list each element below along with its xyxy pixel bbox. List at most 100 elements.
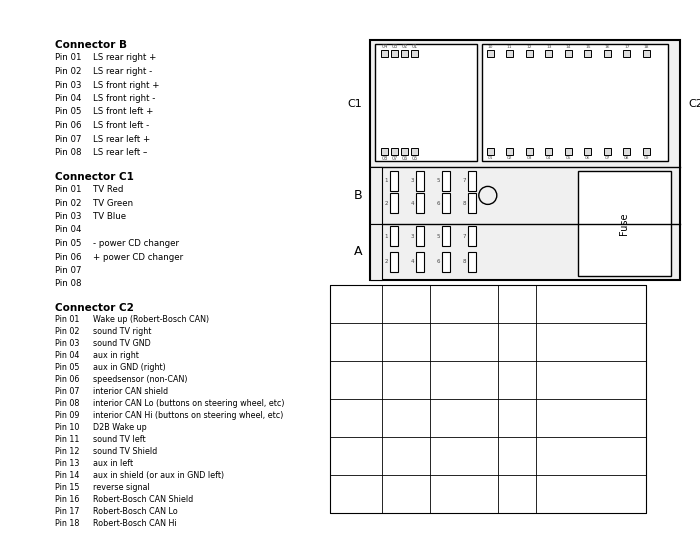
Text: 5: 5 xyxy=(437,234,440,239)
Text: C2
pin
10: C2 pin 10 xyxy=(400,479,412,509)
Text: CD Changer -: CD Changer - xyxy=(563,452,620,460)
Bar xyxy=(468,251,476,272)
Text: Pin 14: Pin 14 xyxy=(55,471,79,480)
Text: Pin 02: Pin 02 xyxy=(55,327,80,336)
Bar xyxy=(578,171,671,276)
Text: Pin 18: Pin 18 xyxy=(55,519,79,528)
Bar xyxy=(411,148,418,155)
Text: Pin 05: Pin 05 xyxy=(55,239,81,248)
Text: Connector C2: Connector C2 xyxy=(55,303,134,313)
Bar xyxy=(390,171,398,191)
Text: 12: 12 xyxy=(526,45,532,49)
Text: Pin 04: Pin 04 xyxy=(55,226,81,234)
Bar xyxy=(468,171,476,191)
Text: Brown: Brown xyxy=(451,452,477,460)
Text: Pin 06: Pin 06 xyxy=(55,375,79,384)
Text: 7: 7 xyxy=(463,234,466,239)
Bar xyxy=(390,251,398,272)
Text: 3: 3 xyxy=(410,178,414,183)
Text: Robert-Bosch CAN Lo: Robert-Bosch CAN Lo xyxy=(93,507,178,516)
Bar xyxy=(526,50,533,57)
Text: 07: 07 xyxy=(391,156,398,161)
Text: LS rear right -: LS rear right - xyxy=(93,67,153,76)
Text: 04: 04 xyxy=(382,44,388,49)
Text: LS rear left +: LS rear left + xyxy=(93,135,150,144)
Text: Pin 13: Pin 13 xyxy=(55,459,79,468)
Text: 7: 7 xyxy=(463,178,466,183)
Text: 02: 02 xyxy=(507,156,512,160)
Bar xyxy=(370,224,382,280)
Text: 07: 07 xyxy=(605,156,610,160)
Text: Blue/Black: Blue/Black xyxy=(442,490,486,498)
Text: 08: 08 xyxy=(624,156,630,160)
Text: Pin 01: Pin 01 xyxy=(55,315,79,324)
Text: CANBus low: CANBus low xyxy=(566,376,616,384)
Text: Brown/Red: Brown/Red xyxy=(441,338,486,346)
Text: sound TV GND: sound TV GND xyxy=(93,339,150,348)
Text: Pin 17: Pin 17 xyxy=(55,507,80,516)
Text: 5: 5 xyxy=(437,178,440,183)
Text: 6: 6 xyxy=(437,201,440,206)
Text: Note: Note xyxy=(517,300,538,309)
Text: D2B Wake up: D2B Wake up xyxy=(93,423,147,432)
Text: 18: 18 xyxy=(644,45,650,49)
Text: - power CD changer: - power CD changer xyxy=(93,239,179,248)
Text: C pin
5: C pin 5 xyxy=(345,408,367,428)
Text: aux in right: aux in right xyxy=(93,351,139,360)
Text: 03: 03 xyxy=(391,44,398,49)
Text: Pin 16: Pin 16 xyxy=(55,495,79,504)
Bar xyxy=(381,50,388,57)
Bar xyxy=(330,285,646,513)
Text: sound TV Shield: sound TV Shield xyxy=(93,447,158,456)
Text: interior CAN shield: interior CAN shield xyxy=(93,387,168,396)
Text: 6: 6 xyxy=(437,259,440,264)
Text: Fuse: Fuse xyxy=(620,212,629,235)
Text: A: A xyxy=(514,376,520,384)
Text: Pin 02: Pin 02 xyxy=(55,67,81,76)
Text: Brown: Brown xyxy=(451,376,477,384)
Text: 1: 1 xyxy=(384,178,388,183)
Text: C2
pin
8: C2 pin 8 xyxy=(400,365,412,395)
Bar xyxy=(526,148,533,155)
Text: LS front right +: LS front right + xyxy=(93,80,160,90)
Bar xyxy=(381,148,388,155)
Text: C
pin 6: C pin 6 xyxy=(345,446,367,466)
Text: 8: 8 xyxy=(463,259,466,264)
Bar xyxy=(442,194,450,213)
Text: 16: 16 xyxy=(605,45,610,49)
Text: Pin 04: Pin 04 xyxy=(55,351,79,360)
Bar xyxy=(624,50,631,57)
Bar xyxy=(416,251,424,272)
Text: Connector B: Connector B xyxy=(55,40,127,50)
Bar xyxy=(370,40,680,280)
Text: speedsensor (non-CAN): speedsensor (non-CAN) xyxy=(93,375,188,384)
Bar xyxy=(416,226,424,246)
Bar xyxy=(643,148,650,155)
Text: sound TV right: sound TV right xyxy=(93,327,151,336)
Text: C1
pin
5: C1 pin 5 xyxy=(400,441,412,471)
Text: Pin 03: Pin 03 xyxy=(55,212,81,221)
Text: TV Green: TV Green xyxy=(93,199,133,207)
Text: Red/Black: Red/Black xyxy=(443,414,485,422)
Bar xyxy=(506,50,513,57)
Text: 09: 09 xyxy=(644,156,650,160)
Text: + power CD changer: + power CD changer xyxy=(93,252,183,261)
Text: 17: 17 xyxy=(624,45,630,49)
Text: 03: 03 xyxy=(526,156,532,160)
Text: LS front left +: LS front left + xyxy=(93,107,153,117)
Text: aux in shield (or aux in GND left): aux in shield (or aux in GND left) xyxy=(93,471,224,480)
Text: LS front left -: LS front left - xyxy=(93,121,149,130)
Text: Pin 03: Pin 03 xyxy=(55,339,79,348)
Text: Pin 11: Pin 11 xyxy=(55,435,79,444)
Text: CD Changer +: CD Changer + xyxy=(561,414,621,422)
Bar xyxy=(604,50,611,57)
Bar xyxy=(375,44,477,161)
Bar xyxy=(506,148,513,155)
Text: CANbus high: CANbus high xyxy=(564,338,618,346)
Text: 8: 8 xyxy=(463,201,466,206)
Text: 11: 11 xyxy=(507,45,512,49)
Text: Pin 06: Pin 06 xyxy=(55,121,81,130)
Bar xyxy=(390,194,398,213)
Text: aux in left: aux in left xyxy=(93,459,133,468)
Text: interior CAN Hi (buttons on steering wheel, etc): interior CAN Hi (buttons on steering whe… xyxy=(93,411,284,420)
